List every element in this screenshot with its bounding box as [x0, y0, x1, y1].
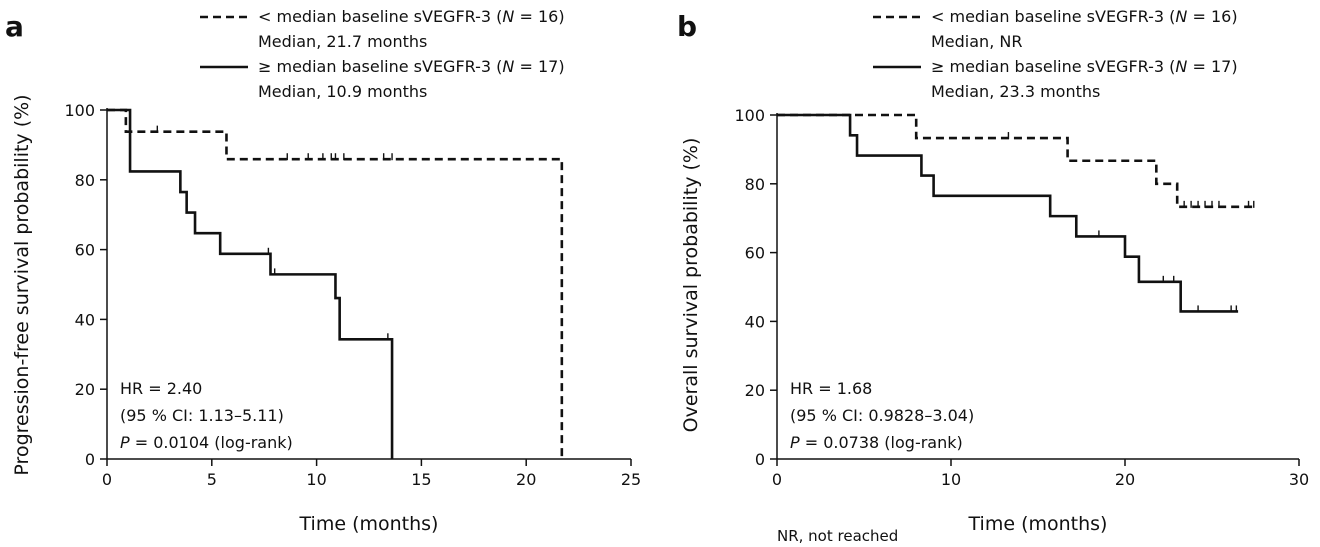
legend-median: Median, 10.9 months: [258, 82, 427, 101]
footnote: NR, not reached: [777, 527, 899, 545]
y-tick-label: 20: [745, 381, 765, 400]
legend-label: ≥ median baseline sVEGFR-3 (N = 17): [931, 57, 1238, 76]
p-value: P = 0.0738 (log-rank): [790, 433, 963, 452]
legend-median: Median, 23.3 months: [931, 82, 1100, 101]
x-tick-label: 20: [1115, 470, 1135, 489]
y-tick-label: 20: [75, 380, 95, 399]
hazard-ratio: HR = 2.40: [120, 379, 202, 398]
survival-curve-dashed: [777, 113, 1256, 209]
legend-label: < median baseline sVEGFR-3 (N = 16): [258, 7, 565, 26]
x-axis-title: Time (months): [299, 513, 439, 535]
y-tick-label: 80: [745, 175, 765, 194]
survival-curve-solid: [777, 113, 1239, 313]
confidence-interval: (95 % CI: 1.13–5.11): [120, 406, 284, 425]
x-axis-title: Time (months): [968, 513, 1108, 535]
y-tick-label: 40: [745, 312, 765, 331]
y-axis-title: Progression-free survival probability (%…: [11, 94, 33, 475]
p-value: P = 0.0104 (log-rank): [120, 433, 293, 452]
x-tick-label: 15: [411, 470, 431, 489]
legend-median: Median, 21.7 months: [258, 32, 427, 51]
y-tick-label: 0: [755, 450, 765, 469]
survival-curve-solid: [107, 108, 394, 459]
chart-panel-b: b 0 10 20 30 0 20 40 60 80 100 Time (months) Overall…: [677, 7, 1309, 535]
x-tick-label: 10: [306, 470, 326, 489]
y-tick-label: 100: [734, 106, 765, 125]
legend-label: ≥ median baseline sVEGFR-3 (N = 17): [258, 57, 565, 76]
x-tick-label: 5: [207, 470, 217, 489]
legend-median: Median, NR: [931, 32, 1022, 51]
y-tick-label: 100: [64, 101, 95, 120]
x-tick-label: 0: [772, 470, 782, 489]
y-tick-label: 60: [745, 244, 765, 263]
chart-panel-a: a 0 5 10 15 20 25 0 20 40 60 80 100 Time (months) Prog…: [5, 7, 641, 535]
confidence-interval: (95 % CI: 0.9828–3.04): [790, 406, 974, 425]
x-tick-label: 20: [516, 470, 536, 489]
y-tick-label: 0: [85, 450, 95, 469]
y-tick-label: 80: [75, 171, 95, 190]
panel-letter: b: [677, 10, 697, 43]
hazard-ratio: HR = 1.68: [790, 379, 872, 398]
legend-label: < median baseline sVEGFR-3 (N = 16): [931, 7, 1238, 26]
x-tick-label: 25: [621, 470, 641, 489]
x-tick-label: 0: [102, 470, 112, 489]
x-tick-label: 30: [1289, 470, 1309, 489]
panel-letter: a: [5, 10, 24, 43]
y-tick-label: 60: [75, 241, 95, 260]
y-tick-label: 40: [75, 310, 95, 329]
x-tick-label: 10: [941, 470, 961, 489]
y-axis-title: Overall survival probability (%): [680, 138, 702, 433]
